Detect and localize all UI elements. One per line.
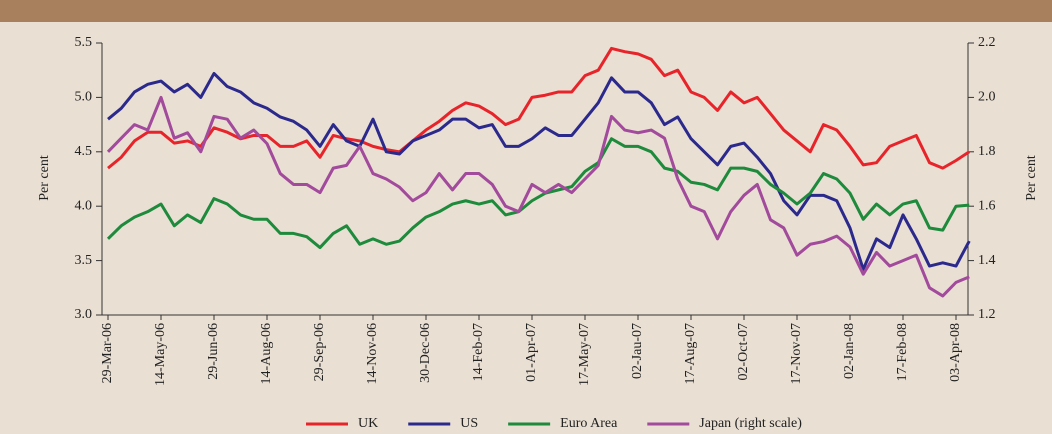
x-tick-label: 02-Jau-07 <box>630 323 645 379</box>
x-tick-label: 14-Aug-06 <box>259 323 274 384</box>
y-tick-label: 3.5 <box>75 253 93 268</box>
series-line <box>107 71 971 271</box>
x-tick-label: 29-Jun-06 <box>206 323 221 380</box>
y-tick-label: 4.5 <box>75 144 93 159</box>
y-tick-label: 4.0 <box>75 198 93 213</box>
y2-tick-label: 1.4 <box>978 253 996 268</box>
y2-tick-label: 2.0 <box>978 90 996 105</box>
x-tick-label: 14-Nov-06 <box>365 323 380 384</box>
x-tick-label: 03-Apr-08 <box>948 323 963 382</box>
y2-tick-label: 1.6 <box>978 198 996 213</box>
legend-label: Japan (right scale) <box>699 416 802 431</box>
legend-label: Euro Area <box>560 416 618 431</box>
y2-tick-label: 1.2 <box>978 307 996 322</box>
y2-axis-title: Per cent <box>1024 155 1039 201</box>
x-tick-label: 17-Nov-07 <box>789 323 804 384</box>
y-axis-title: Per cent <box>37 155 52 201</box>
series-line <box>106 137 970 250</box>
legend-label: US <box>460 416 478 431</box>
x-tick-label: 01-Apr-07 <box>524 323 539 382</box>
legend-label: UK <box>358 416 378 431</box>
x-tick-label: 29-Sep-06 <box>312 323 327 381</box>
x-tick-label: 02-Jan-08 <box>842 323 857 379</box>
x-tick-label: 14-Feb-07 <box>471 323 486 381</box>
y-tick-label: 3.0 <box>75 307 93 322</box>
x-tick-label: 14-May-06 <box>153 323 168 386</box>
x-tick-label: 17-Aug-07 <box>683 323 698 384</box>
series-line <box>106 95 970 298</box>
y2-tick-label: 1.8 <box>978 144 996 159</box>
y2-tick-label: 2.2 <box>978 35 996 50</box>
x-tick-label: 30-Dec-06 <box>418 323 433 383</box>
x-tick-label: 29-Mar-06 <box>100 323 115 383</box>
x-tick-label: 02-Oct-07 <box>736 323 751 381</box>
series-line <box>107 46 971 170</box>
header-bar <box>0 0 1052 22</box>
x-tick-label: 17-May-07 <box>577 323 592 386</box>
y-tick-label: 5.0 <box>75 90 93 105</box>
x-tick-label: 17-Feb-08 <box>895 323 910 381</box>
y-tick-label: 5.5 <box>75 35 93 50</box>
